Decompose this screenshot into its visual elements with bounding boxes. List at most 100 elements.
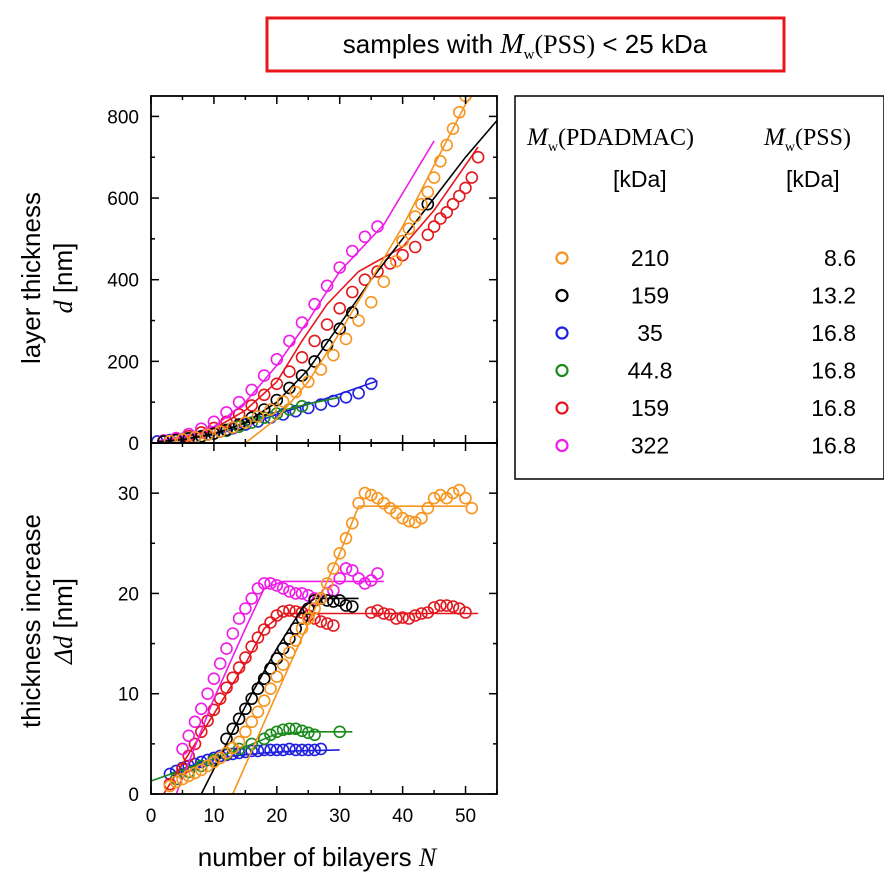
data-point <box>364 574 378 587</box>
data-point <box>264 662 277 675</box>
data-point <box>245 744 258 758</box>
y-tick-label: 600 <box>107 189 139 210</box>
series <box>162 599 479 794</box>
data-point <box>345 516 359 530</box>
data-point <box>283 365 296 378</box>
data-point <box>251 705 265 719</box>
x-tick-label: 30 <box>329 806 350 827</box>
data-point <box>239 702 252 716</box>
data-point <box>289 634 303 647</box>
legend-col2-unit: [kDa] <box>786 166 840 192</box>
data-point <box>270 725 284 739</box>
data-point <box>440 138 454 152</box>
data-point <box>195 763 208 777</box>
data-point <box>327 394 340 408</box>
data-point <box>371 567 384 580</box>
data-point <box>434 488 447 502</box>
data-point <box>220 732 233 746</box>
data-point <box>226 627 240 640</box>
data-point <box>421 197 435 211</box>
data-point <box>207 415 221 429</box>
data-point <box>276 605 290 618</box>
data-point <box>251 682 265 696</box>
data-point <box>232 735 246 749</box>
data-point <box>176 433 189 443</box>
data-point <box>308 602 321 615</box>
series <box>157 119 497 443</box>
legend-col1-header: Mw(PDADMAC) <box>526 124 694 155</box>
data-point <box>220 423 233 437</box>
y-tick-label: 200 <box>107 352 139 373</box>
fit-line <box>175 580 384 794</box>
data-point <box>276 723 290 737</box>
data-point <box>339 599 353 612</box>
data-point <box>295 587 309 600</box>
data-point <box>308 594 321 607</box>
data-point <box>446 197 460 211</box>
data-point <box>182 432 195 443</box>
data-point <box>226 722 240 736</box>
data-point <box>364 295 378 309</box>
data-point <box>157 435 170 443</box>
y-tick-label: 0 <box>128 785 139 806</box>
data-point <box>289 622 303 635</box>
data-point <box>352 386 365 400</box>
data-point <box>301 726 315 740</box>
data-point <box>257 369 271 382</box>
data-point <box>169 775 183 789</box>
data-point <box>308 612 321 625</box>
figure-title: samples with Mw(PSS) < 25 kDa <box>343 29 708 63</box>
legend-pdadmac-value: 322 <box>631 433 669 459</box>
data-point <box>188 737 202 751</box>
data-point <box>314 363 328 376</box>
data-point <box>289 743 303 757</box>
data-point <box>207 703 221 717</box>
data-point <box>434 155 447 168</box>
data-point <box>371 604 384 617</box>
bottom-ylabel-line2: Δd [nm] <box>48 578 78 665</box>
data-point <box>452 189 466 203</box>
data-point <box>339 562 353 575</box>
data-point <box>289 605 303 618</box>
data-point <box>339 332 353 346</box>
data-point <box>188 766 202 780</box>
data-point <box>345 306 359 319</box>
fit-line <box>232 505 466 794</box>
data-point <box>452 483 466 497</box>
data-point <box>427 171 441 184</box>
data-point <box>188 715 202 729</box>
data-point <box>245 399 258 412</box>
y-tick-label: 0 <box>128 434 139 455</box>
data-point <box>459 606 472 619</box>
data-point <box>396 511 409 525</box>
data-point <box>301 743 315 757</box>
legend-marker <box>555 251 569 265</box>
data-point <box>239 416 252 429</box>
data-point <box>364 377 378 391</box>
data-point <box>333 572 347 585</box>
plot-area <box>151 483 479 794</box>
data-point <box>295 399 309 413</box>
data-point <box>345 244 359 258</box>
data-point <box>440 206 454 219</box>
data-point <box>283 722 296 736</box>
x-tick-label: 40 <box>392 806 413 827</box>
data-point <box>465 171 479 184</box>
data-point <box>389 254 403 268</box>
data-point <box>245 640 258 653</box>
data-point <box>207 672 221 686</box>
data-point <box>295 743 309 757</box>
data-point <box>427 220 441 233</box>
data-point <box>295 612 309 625</box>
data-point <box>408 609 422 622</box>
title-box: samples with Mw(PSS) < 25 kDa <box>265 16 786 73</box>
data-point <box>257 672 271 686</box>
data-point <box>402 514 416 528</box>
data-point <box>257 694 271 708</box>
data-point <box>421 228 435 242</box>
data-point <box>201 687 214 701</box>
data-point <box>220 406 233 419</box>
data-point <box>427 491 441 505</box>
plot-frame <box>150 95 498 444</box>
